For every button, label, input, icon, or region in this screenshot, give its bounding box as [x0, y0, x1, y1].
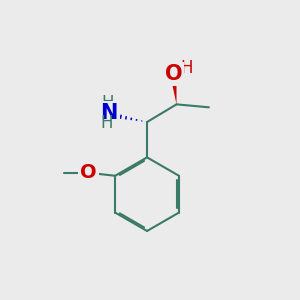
Text: H: H — [181, 58, 193, 76]
Polygon shape — [171, 76, 176, 104]
Text: H: H — [102, 94, 114, 112]
Text: O: O — [80, 163, 97, 182]
Text: O: O — [165, 64, 182, 84]
Text: N: N — [100, 103, 118, 123]
Text: H: H — [100, 115, 113, 133]
